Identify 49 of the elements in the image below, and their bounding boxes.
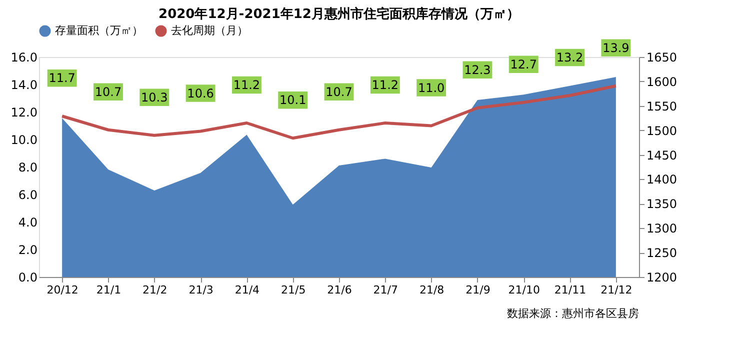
x-tick-label: 21/8 [419,284,444,296]
data-label: 10.7 [94,84,122,99]
y2-tick-label: 1550 [646,99,678,114]
y-tick-label: 16.0 [10,50,38,64]
legend-label: 存量面积（万㎡） [55,24,143,37]
data-label: 12.3 [464,62,491,77]
data-label: 11.0 [418,80,445,95]
x-tick-label: 21/7 [373,284,398,296]
data-label: 10.1 [279,93,306,108]
x-tick-label: 21/3 [188,284,214,296]
data-label: 11.2 [372,78,399,92]
y-tick-label: 6.0 [18,188,38,202]
x-tick-label: 20/12 [46,284,78,296]
data-label: 11.7 [48,71,76,86]
source-note: 数据来源：惠州市各区县房 [507,307,639,320]
x-tick-label: 21/4 [234,284,260,296]
y-tick-label: 4.0 [18,216,38,230]
y-tick-label: 2.0 [18,243,38,257]
x-tick-label: 21/2 [142,284,168,296]
data-label: 10.3 [141,90,168,104]
chart-title: 2020年12月-2021年12月惠州市住宅面积库存情况（万㎡） [158,6,520,22]
data-label: 13.9 [602,40,630,55]
y2-tick-label: 1300 [646,222,678,236]
y2-tick-label: 1600 [646,74,678,89]
y-tick-label: 0.0 [18,270,38,284]
y2-tick-label: 1450 [646,148,678,162]
y2-tick-label: 1350 [646,197,678,212]
y-tick-label: 14.0 [10,78,38,92]
data-label: 11.2 [233,78,260,92]
x-tick-label: 21/10 [508,284,540,296]
x-tick-label: 21/12 [600,284,632,296]
y2-tick-label: 1500 [646,124,678,138]
y2-tick-label: 1400 [646,172,678,187]
x-tick-label: 21/1 [96,284,122,296]
y2-tick-label: 1650 [646,50,678,64]
x-tick-label: 21/9 [466,284,490,296]
data-label: 12.7 [510,57,537,72]
y2-tick-label: 1200 [646,270,678,284]
x-tick-label: 21/6 [327,284,352,296]
x-tick-label: 21/11 [554,284,586,296]
data-label: 13.2 [556,50,584,64]
y2-tick-label: 1250 [646,246,678,260]
legend-label: 去化周期（月） [171,24,248,37]
x-tick-label: 21/5 [280,284,306,296]
y-tick-label: 12.0 [10,106,38,120]
y-tick-label: 8.0 [18,160,38,174]
data-label: 10.6 [187,86,214,100]
y-tick-label: 10.0 [10,133,38,147]
data-label: 10.7 [326,84,352,99]
